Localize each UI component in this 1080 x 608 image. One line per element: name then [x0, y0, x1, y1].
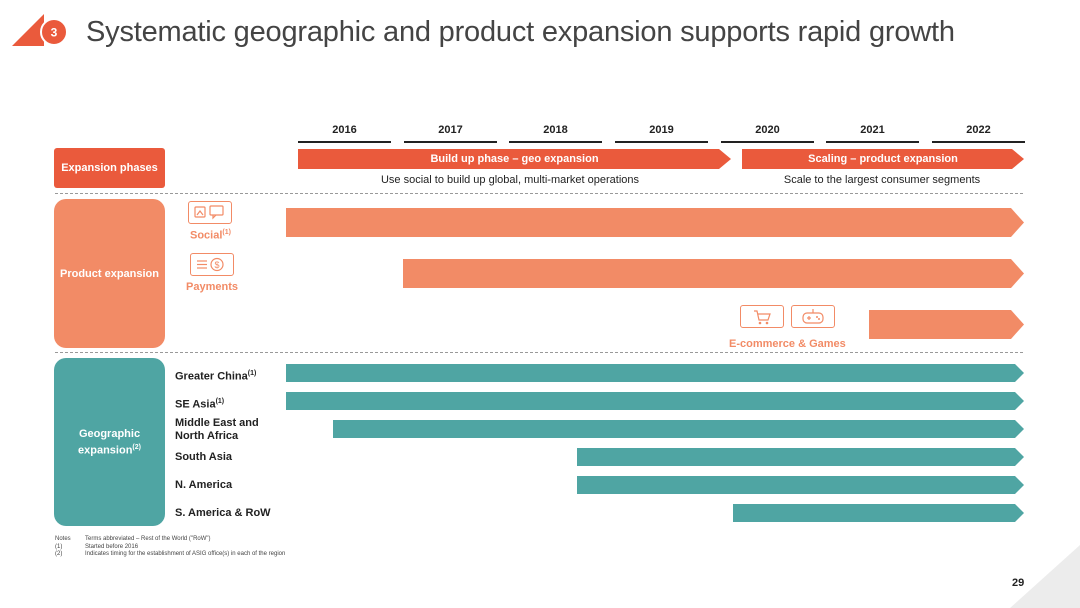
- footnote-row: (1) Started before 2016: [55, 543, 139, 550]
- year-underline: [826, 141, 919, 143]
- section-badge: [40, 18, 68, 46]
- year-underline: [932, 141, 1025, 143]
- ecommerce-games-label: E-commerce & Games: [729, 338, 846, 350]
- payments-bar: [403, 259, 1024, 288]
- footnotes: Notes Terms abbreviated – Rest of the Wor…: [55, 536, 285, 559]
- game-controller-icon-graphic: [802, 309, 824, 324]
- payments-icon: $: [190, 253, 234, 276]
- geo-expansion-subtitle: Use social to build up global, multi-mar…: [380, 174, 640, 186]
- year-2021: 2021: [860, 124, 885, 136]
- year-underline: [509, 141, 602, 143]
- region-se-asia: SE Asia(1): [175, 398, 225, 411]
- region-south-asia: South Asia: [175, 451, 233, 463]
- scaling-phase-arrow: Scaling – product expansion: [742, 149, 1024, 169]
- product-expansion-label: Product expansion: [54, 199, 165, 348]
- year-underline: [615, 141, 708, 143]
- year-underline: [721, 141, 814, 143]
- payments-icon-graphic: $: [197, 257, 224, 272]
- se-asia-bar: [286, 392, 1024, 410]
- social-icon-graphic: [194, 205, 224, 220]
- region-middle-east-north-africa: Middle East and North Africa: [175, 417, 259, 442]
- south-asia-bar: [577, 448, 1024, 466]
- payments-label: Payments: [186, 281, 238, 293]
- region-north-america: N. America: [175, 479, 233, 491]
- south-america-row-bar: [733, 504, 1024, 522]
- geographic-expansion-label-text: Geographic expansion(2): [78, 427, 141, 457]
- year-2019: 2019: [649, 124, 674, 136]
- section-divider: [55, 193, 1023, 194]
- greater-china-bar: [286, 364, 1024, 382]
- page-title: Systematic geographic and product expans…: [86, 16, 955, 48]
- social-bar: [286, 208, 1024, 237]
- middle-east-north-africa-bar: [333, 420, 1024, 438]
- year-2016: 2016: [332, 124, 357, 136]
- expansion-phases-label: Expansion phases: [54, 148, 165, 188]
- footnote-row: (2) Indicates timing for the establishmen…: [55, 551, 286, 557]
- north-america-bar: [577, 476, 1024, 494]
- shopping-cart-icon-graphic: [754, 310, 771, 325]
- page-number: 29: [1012, 577, 1025, 589]
- footnote-row: Notes Terms abbreviated – Rest of the Wor…: [55, 536, 211, 542]
- social-note: (1): [222, 229, 231, 236]
- svg-text:$: $: [214, 260, 219, 270]
- geo-expansion-phase-arrow: Build up phase – geo expansion: [298, 149, 731, 169]
- year-2020: 2020: [755, 124, 780, 136]
- section-number: 3: [51, 26, 58, 40]
- logo-triangle: [12, 14, 44, 46]
- ecommerce-games-bar: [869, 310, 1024, 339]
- shopping-cart-icon: [740, 305, 784, 328]
- region-south-america-row: S. America & RoW: [175, 507, 271, 519]
- scaling-subtitle: Scale to the largest consumer segments: [783, 174, 981, 186]
- year-2018: 2018: [543, 124, 568, 136]
- social-label-text: Social: [190, 229, 223, 242]
- region-greater-china: Greater China(1): [175, 370, 257, 383]
- social-icon: [188, 201, 232, 224]
- year-underline: [298, 141, 391, 143]
- geographic-expansion-label: Geographic expansion(2): [54, 358, 165, 526]
- company-logo: 3: [12, 14, 68, 46]
- year-underline: [404, 141, 497, 143]
- social-label: Social(1): [190, 229, 231, 242]
- year-2017: 2017: [438, 124, 463, 136]
- corner-decoration: [1010, 545, 1080, 608]
- section-divider: [55, 352, 1023, 353]
- game-controller-icon: [791, 305, 835, 328]
- year-2022: 2022: [966, 124, 991, 136]
